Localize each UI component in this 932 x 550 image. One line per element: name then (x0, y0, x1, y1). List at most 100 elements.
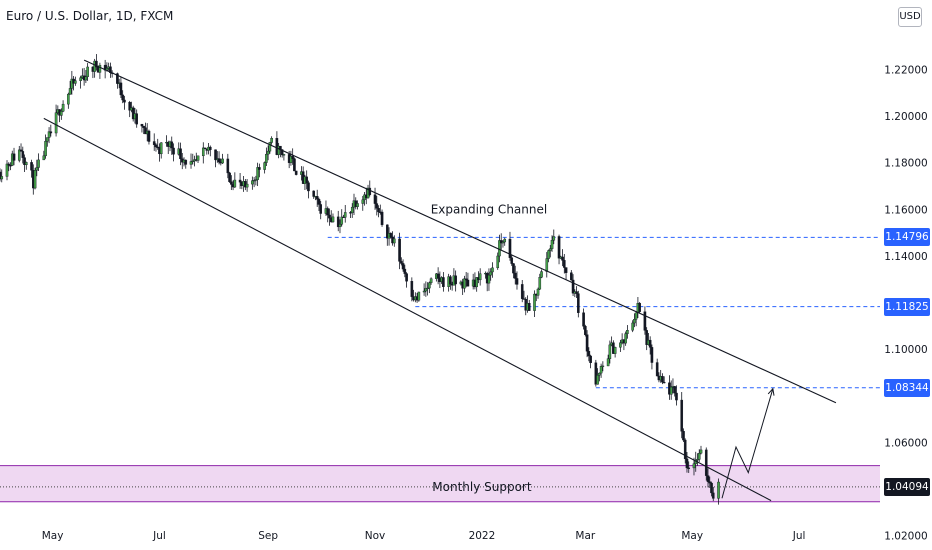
candle-up (501, 241, 505, 244)
candle-down (116, 73, 119, 84)
candle-up (84, 76, 88, 81)
x-tick-label: Jul (792, 530, 806, 542)
candle-up (67, 93, 70, 105)
candle-up (624, 333, 627, 344)
candle-down (687, 467, 691, 469)
candle-down (645, 330, 648, 345)
candle-up (475, 277, 478, 288)
candle-up (601, 365, 605, 367)
candle-up (5, 163, 9, 177)
candle-up (393, 238, 396, 244)
candle-up (268, 142, 272, 152)
annotation-monthly-support: Monthly Support (432, 480, 532, 494)
candle-up (44, 141, 47, 157)
candle-up (340, 216, 344, 225)
candle-up (608, 344, 612, 359)
chart-title: Euro / U.S. Dollar, 1D, FXCM (6, 9, 174, 23)
candle-down (380, 211, 384, 226)
candle-up (606, 358, 610, 367)
candle-up (428, 282, 431, 289)
candle-up (251, 180, 254, 185)
candle-down (594, 362, 598, 385)
candle-down (520, 284, 524, 299)
currency-button[interactable]: USD (898, 7, 922, 27)
candle-up (599, 366, 603, 374)
candle-down (673, 386, 677, 394)
candle-up (159, 142, 163, 155)
candle-down (336, 216, 340, 228)
candle-up (631, 322, 634, 331)
candle-down (208, 146, 212, 150)
candle-up (68, 88, 72, 95)
candle-down (291, 156, 294, 159)
candle-up (699, 449, 703, 454)
candle-up (361, 199, 365, 204)
candle-down (226, 158, 230, 174)
y-tick-label: 1.02000 (884, 531, 927, 543)
candle-down (305, 176, 308, 183)
candle-down (561, 256, 564, 261)
candle-down (449, 276, 452, 285)
candle-up (426, 287, 429, 290)
candle-up (17, 149, 21, 161)
candle-up (424, 288, 428, 292)
candle-up (266, 150, 270, 155)
candle-down (12, 153, 16, 161)
candle-up (265, 153, 268, 163)
candles-layer (0, 54, 720, 505)
candle-down (584, 326, 587, 335)
candle-up (270, 138, 273, 143)
candle-down (170, 141, 174, 149)
candle-down (19, 149, 23, 152)
price-badge: 1.08344 (884, 378, 930, 397)
candle-down (403, 268, 407, 274)
candle-down (464, 278, 468, 281)
candle-up (37, 159, 40, 168)
candle-up (498, 240, 501, 257)
candle-up (717, 481, 720, 499)
x-tick-label: May (681, 530, 703, 542)
channel-line-lower (43, 117, 772, 502)
horizontal-levels-layer (327, 236, 880, 389)
candle-up (86, 66, 89, 77)
candle-down (655, 362, 659, 377)
candle-down (683, 439, 687, 460)
price-badge: 1.14796 (884, 228, 930, 247)
candle-down (144, 127, 147, 135)
candle-up (550, 239, 554, 249)
candle-down (317, 199, 321, 205)
candle-up (79, 77, 82, 81)
annotations-layer: Expanding Channel Monthly Support (431, 202, 548, 494)
candle-down (30, 162, 33, 171)
candle-up (254, 179, 258, 181)
candle-up (343, 212, 347, 218)
candle-up (626, 330, 629, 334)
candle-up (221, 158, 224, 164)
candle-down (563, 260, 566, 268)
y-tick-label: 1.20000 (884, 111, 927, 123)
candle-up (429, 278, 433, 283)
candle-up (289, 156, 293, 163)
candle-down (401, 263, 405, 270)
price-badge: 1.04094 (884, 477, 930, 496)
candle-down (400, 261, 403, 264)
candle-down (375, 203, 379, 209)
candle-up (536, 288, 540, 296)
candle-up (540, 271, 543, 278)
candle-down (711, 492, 715, 499)
candle-up (496, 255, 500, 269)
candle-down (710, 482, 713, 494)
candle-down (638, 302, 641, 312)
candle-down (442, 277, 445, 287)
candle-down (95, 60, 98, 68)
candle-down (527, 303, 531, 311)
candle-up (692, 463, 696, 469)
candle-down (682, 430, 685, 441)
y-tick-label: 1.16000 (884, 204, 927, 216)
candle-down (680, 399, 684, 432)
candle-down (571, 279, 575, 294)
candle-down (564, 267, 568, 273)
candle-up (70, 78, 74, 89)
candle-up (233, 179, 237, 188)
